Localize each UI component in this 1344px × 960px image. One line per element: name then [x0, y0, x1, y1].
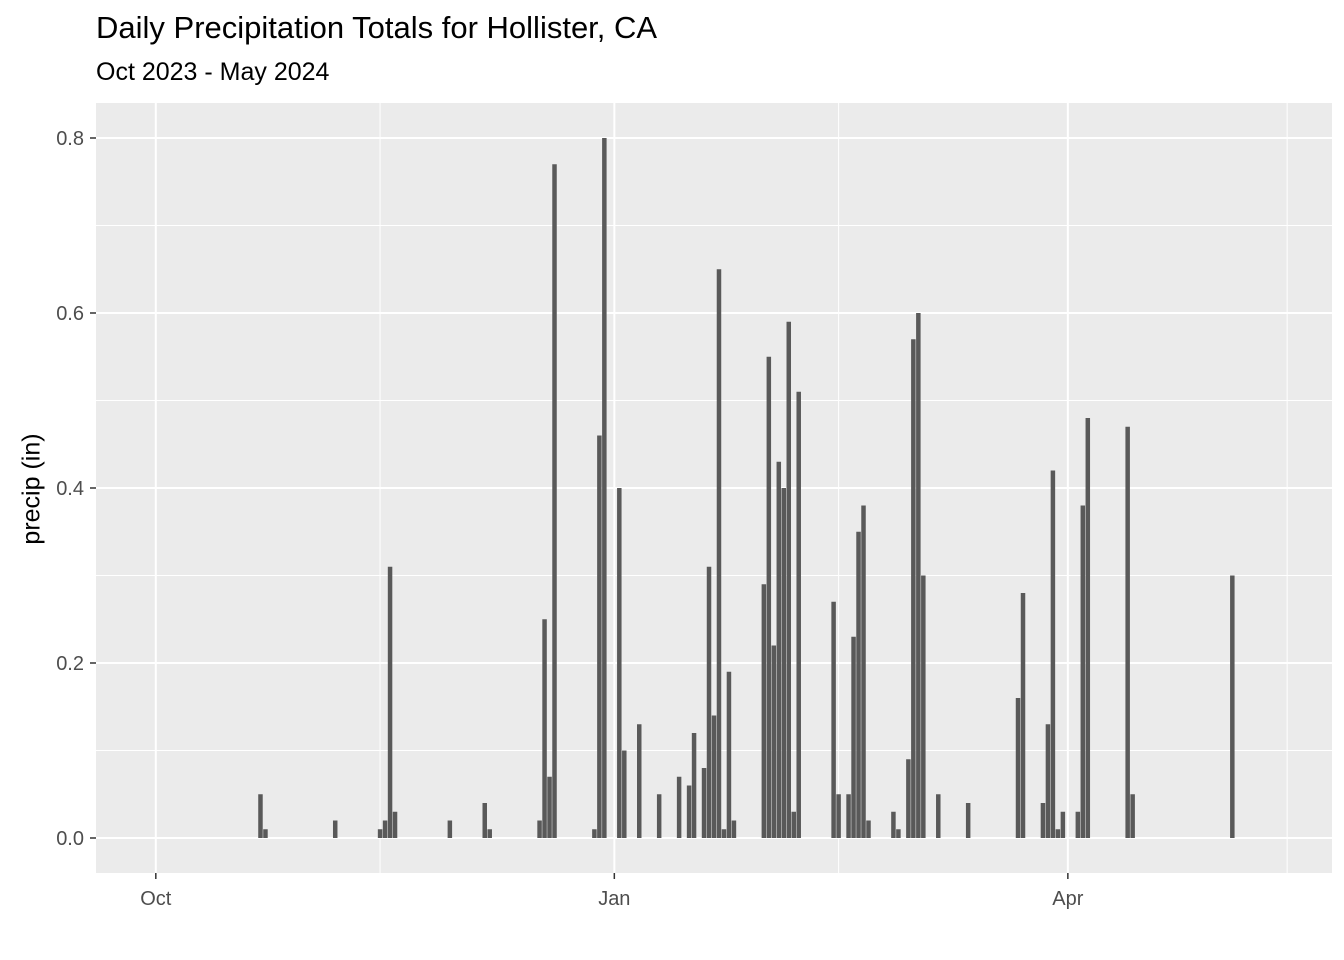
precip-bar	[851, 636, 856, 838]
precip-bar	[637, 724, 642, 838]
precip-bar	[716, 269, 722, 838]
precip-bar	[731, 820, 737, 838]
precip-bar	[891, 811, 896, 838]
chart-subtitle: Oct 2023 - May 2024	[96, 58, 330, 86]
precip-bar	[382, 820, 388, 838]
precip-bar	[1015, 698, 1021, 838]
precip-bar	[1130, 794, 1135, 838]
precip-bar	[936, 794, 941, 838]
precip-bar	[691, 733, 697, 838]
y-axis: 0.0 0.2 0.4 0.6 0.8	[56, 128, 96, 850]
x-tick-label: Jan	[598, 888, 630, 910]
precip-bar	[786, 321, 792, 838]
precip-bar	[1040, 803, 1046, 838]
precip-bar	[392, 811, 398, 838]
precip-bar	[1060, 811, 1066, 838]
precip-bar	[1125, 426, 1130, 838]
precip-bar	[547, 776, 552, 838]
precip-bar	[706, 566, 712, 838]
precip-bar	[771, 645, 777, 838]
precip-bar	[482, 803, 487, 838]
precip-bar	[856, 531, 861, 838]
precip-bar	[866, 820, 871, 838]
precip-bar	[592, 829, 597, 838]
precip-bar	[387, 566, 393, 838]
precip-bar	[896, 829, 901, 838]
precip-bar	[776, 461, 782, 838]
precip-bar	[622, 750, 627, 838]
precip-bar	[656, 794, 662, 838]
precip-bar	[906, 759, 911, 838]
precip-bar	[761, 584, 767, 838]
precip-bar	[263, 829, 268, 838]
precip-bar	[796, 391, 801, 838]
precip-bar	[447, 820, 453, 838]
y-tick-label: 0.8	[56, 128, 84, 150]
y-tick-label: 0.4	[56, 478, 84, 500]
chart-title: Daily Precipitation Totals for Hollister…	[96, 10, 658, 45]
precip-bar	[676, 776, 682, 838]
x-tick-label: Apr	[1052, 888, 1083, 910]
precip-bar	[332, 820, 338, 838]
bar-series	[258, 138, 1235, 838]
precip-bar	[552, 164, 557, 838]
y-tick-label: 0.6	[56, 303, 84, 325]
precip-bar	[726, 671, 732, 838]
precip-bar	[781, 488, 787, 838]
precip-bar	[537, 820, 542, 838]
y-tick-label: 0.0	[56, 828, 84, 850]
precip-bar	[1045, 724, 1051, 838]
precip-bar	[721, 829, 727, 838]
precip-bar	[487, 829, 492, 838]
precip-bar	[258, 794, 263, 838]
x-axis: Oct Jan Apr	[140, 873, 1084, 910]
precip-bar	[1020, 593, 1026, 838]
y-tick-label: 0.2	[56, 653, 84, 675]
precip-bar	[617, 488, 622, 838]
precip-bar	[701, 768, 707, 838]
precip-bar	[916, 313, 921, 838]
precip-bar	[766, 356, 772, 838]
precip-bar	[1085, 418, 1091, 838]
precip-bar	[597, 435, 602, 838]
precip-bar	[377, 829, 383, 838]
precip-bar	[1080, 505, 1086, 838]
precip-bar	[831, 601, 836, 838]
precip-bar	[1055, 829, 1061, 838]
precip-bar	[602, 138, 607, 838]
precip-bar	[911, 339, 916, 838]
precip-bar	[1050, 470, 1056, 838]
precip-bar	[965, 803, 971, 838]
precip-bar	[711, 715, 717, 838]
precip-bar	[846, 794, 851, 838]
precip-bar	[861, 505, 866, 838]
precip-bar	[686, 785, 692, 838]
precip-bar	[836, 794, 841, 838]
precip-bar	[542, 619, 547, 838]
precip-bar	[1230, 575, 1235, 838]
precip-bar	[791, 811, 796, 838]
precip-bar	[1075, 811, 1081, 838]
x-tick-label: Oct	[140, 888, 172, 910]
precip-bar	[921, 575, 926, 838]
